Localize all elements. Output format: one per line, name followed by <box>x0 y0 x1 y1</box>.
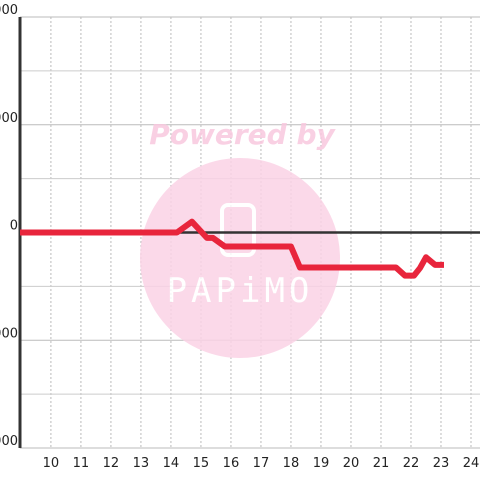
x-tick-label: 21 <box>373 456 390 471</box>
x-tick-label: 10 <box>43 456 60 471</box>
watermark-circle <box>140 158 340 358</box>
x-tick-label: 23 <box>433 456 450 471</box>
x-tick-label: 18 <box>283 456 300 471</box>
x-tick-label: 16 <box>223 456 240 471</box>
x-tick-label: 12 <box>103 456 120 471</box>
x-tick-label: 24 <box>463 456 480 471</box>
x-tick-label: 11 <box>73 456 90 471</box>
y-tick-label: -2,000 <box>0 326 18 341</box>
y-tick-label: -2,000 <box>0 434 18 449</box>
watermark-text: Powered by <box>149 118 336 151</box>
watermark-text: PAPiMO <box>167 271 314 311</box>
x-tick-label: 17 <box>253 456 270 471</box>
y-tick-label: 1,000 <box>0 111 18 126</box>
watermark-phone <box>220 203 256 257</box>
y-tick-label: 2,000 <box>0 3 18 18</box>
x-tick-label: 19 <box>313 456 330 471</box>
x-tick-label: 15 <box>193 456 210 471</box>
watermark: Powered by PAPiMO <box>140 118 340 358</box>
data-line <box>20 218 444 279</box>
x-tick-label: 20 <box>343 456 360 471</box>
x-tick-label: 22 <box>403 456 420 471</box>
y-tick-label: 0 <box>10 219 18 234</box>
x-tick-label: 14 <box>163 456 180 471</box>
x-tick-label: 13 <box>133 456 150 471</box>
